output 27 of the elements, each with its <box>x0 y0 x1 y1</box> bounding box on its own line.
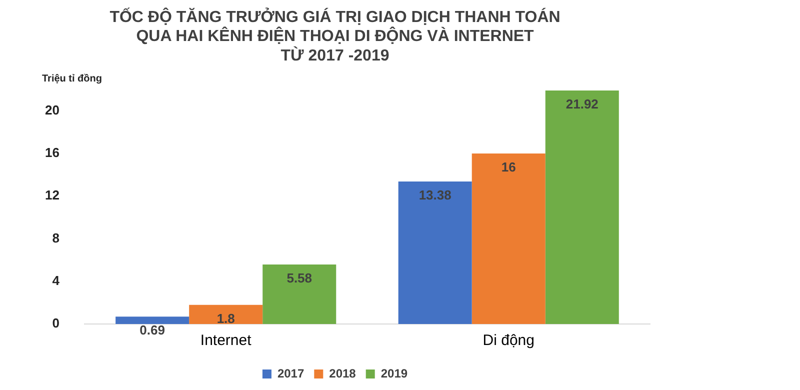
legend-label: 2019 <box>380 366 408 380</box>
bar <box>189 304 263 324</box>
x-tick-label: Di động <box>482 332 534 350</box>
legend-label: 2018 <box>329 366 356 380</box>
bar <box>262 264 336 324</box>
legend-label: 2017 <box>277 366 304 380</box>
x-tick-label: Internet <box>200 332 252 350</box>
y-tick-label: 16 <box>44 145 60 160</box>
y-tick-label: 8 <box>52 230 60 246</box>
y-axis-title: Triệu tỉ đồng <box>42 73 102 84</box>
data-label: 0.69 <box>140 322 165 338</box>
bar <box>472 154 546 324</box>
y-tick-label: 0 <box>52 316 60 331</box>
data-label: 13.38 <box>418 188 452 203</box>
data-label: 1.8 <box>216 310 235 326</box>
data-label: 21.92 <box>566 96 598 112</box>
text: QUA HAI KÊNH ĐIỆN THOẠI DI ĐỘNG VÀ INTERNET <box>136 28 534 46</box>
bar <box>398 181 472 324</box>
text: TỪ 2017 -2019 <box>280 47 390 64</box>
bar <box>545 90 619 324</box>
data-label: 5.58 <box>286 270 312 286</box>
y-tick-label: 4 <box>52 272 60 288</box>
y-tick-label: 12 <box>44 188 60 203</box>
data-label: 16 <box>501 160 516 175</box>
text: TỐC ĐỘ TĂNG TRƯỞNG GIÁ TRỊ GIAO DỊCH THANH TOÁN <box>110 9 560 26</box>
bar <box>116 316 190 324</box>
y-tick-label: 20 <box>44 102 60 118</box>
